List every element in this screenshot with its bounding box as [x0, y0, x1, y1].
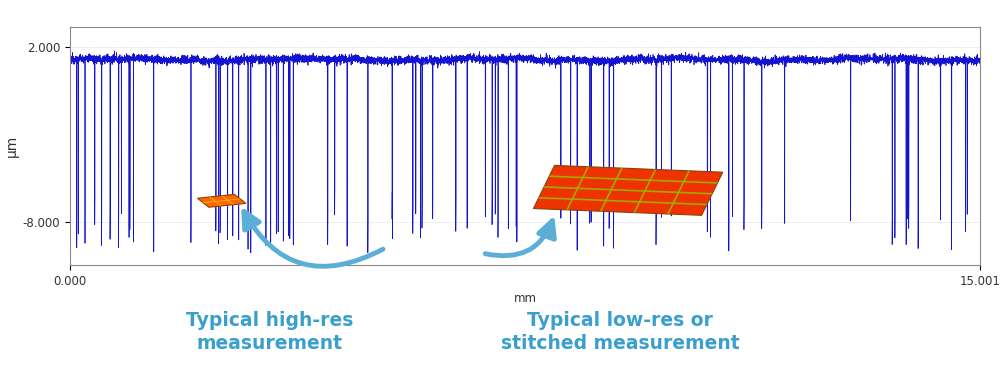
Polygon shape	[533, 165, 723, 215]
Text: mm: mm	[514, 291, 536, 305]
Polygon shape	[197, 194, 246, 207]
Polygon shape	[533, 165, 723, 215]
Polygon shape	[197, 194, 246, 207]
Text: Typical low-res or
stitched measurement: Typical low-res or stitched measurement	[501, 311, 739, 353]
Text: Typical high-res
measurement: Typical high-res measurement	[186, 311, 354, 353]
Y-axis label: μm: μm	[4, 135, 18, 157]
